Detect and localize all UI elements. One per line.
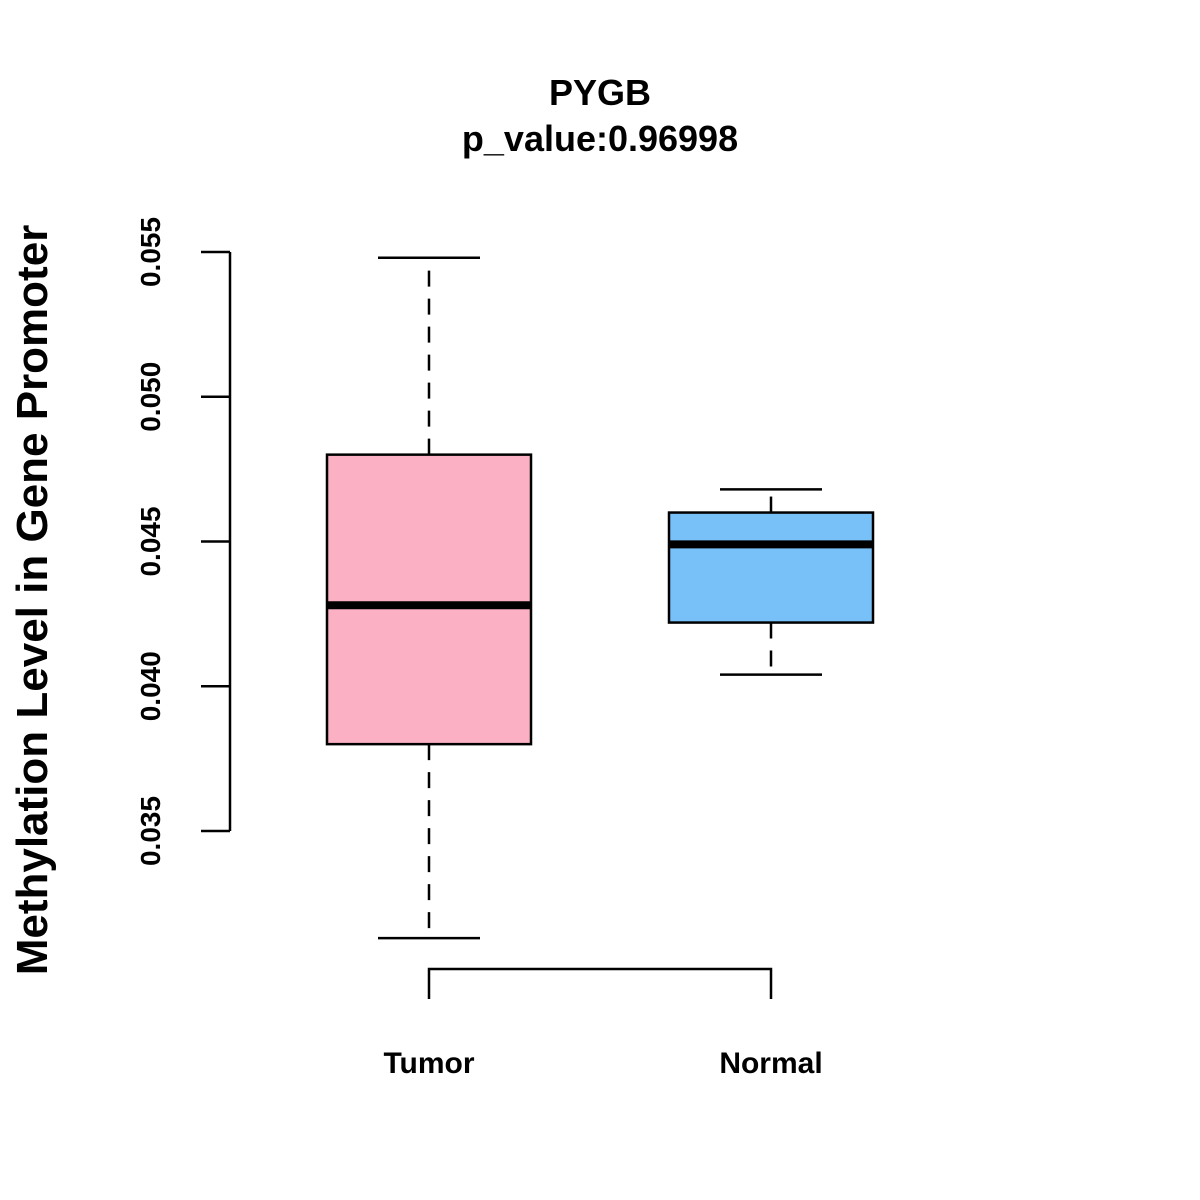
- y-tick-label: 0.035: [135, 796, 166, 866]
- box-tumor: [325, 256, 533, 940]
- x-category-label: Normal: [719, 1047, 822, 1080]
- bracket-line: [427, 967, 773, 999]
- y-tick-label: 0.045: [135, 506, 166, 576]
- x-category-label: Tumor: [383, 1047, 474, 1080]
- box-normal: [667, 488, 875, 676]
- iqr-box: [325, 453, 533, 746]
- box-series: [325, 256, 875, 940]
- comparison-bracket: [427, 967, 773, 999]
- x-category-labels: Tumor Normal: [383, 1047, 822, 1080]
- y-axis: 0.035 0.040 0.045 0.050 0.055: [135, 217, 232, 866]
- chart-subtitle: p_value:0.96998: [462, 118, 738, 159]
- y-tick-label: 0.040: [135, 651, 166, 721]
- iqr-box: [667, 511, 875, 624]
- y-tick-label: 0.050: [135, 362, 166, 432]
- y-axis-label: Methylation Level in Gene Promoter: [8, 225, 57, 976]
- chart-title: PYGB: [549, 72, 651, 113]
- y-tick-label: 0.055: [135, 217, 166, 287]
